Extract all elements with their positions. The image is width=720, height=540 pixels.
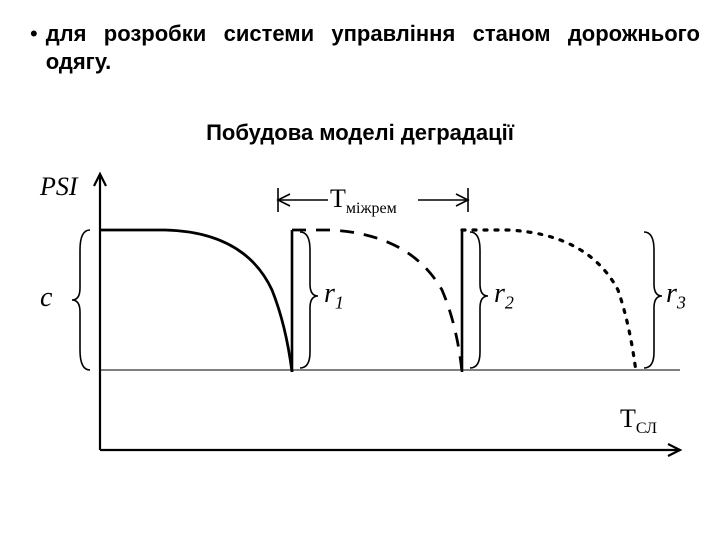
r3-sub: 3 bbox=[677, 293, 686, 313]
brace-r1 bbox=[300, 232, 318, 368]
c-label: c bbox=[40, 282, 52, 314]
r3-label: r3 bbox=[666, 278, 686, 314]
degradation-chart: PSI c Тміжрем r1 r2 r3 ТСЛ bbox=[30, 160, 690, 480]
r1-label: r1 bbox=[324, 278, 344, 314]
brace-c bbox=[72, 230, 90, 370]
x-axis-label: ТСЛ bbox=[620, 404, 657, 438]
r2-sub: 2 bbox=[505, 293, 514, 313]
r1-r: r bbox=[324, 278, 335, 309]
brace-r2 bbox=[470, 232, 488, 368]
r1-sub: 1 bbox=[335, 293, 344, 313]
section-title: Побудова моделі деградації bbox=[0, 120, 720, 146]
brace-r3 bbox=[644, 232, 662, 368]
bullet-text: для розробки системи управління станом д… bbox=[46, 20, 700, 76]
r3-r: r bbox=[666, 278, 677, 309]
bullet-marker: • bbox=[30, 20, 38, 48]
t-mizhrem-label: Тміжрем bbox=[330, 184, 397, 218]
r2-r: r bbox=[494, 278, 505, 309]
x-axis-sub: СЛ bbox=[636, 420, 657, 437]
x-axis-T: Т bbox=[620, 404, 636, 433]
bullet-item: • для розробки системи управління станом… bbox=[30, 20, 700, 76]
curve-3 bbox=[462, 230, 636, 372]
t-mizhrem-sub: міжрем bbox=[346, 200, 397, 217]
curve-1 bbox=[100, 230, 292, 372]
y-axis-label: PSI bbox=[40, 172, 78, 202]
curve-2 bbox=[292, 230, 462, 372]
r2-label: r2 bbox=[494, 278, 514, 314]
t-mizhrem-T: Т bbox=[330, 184, 346, 213]
